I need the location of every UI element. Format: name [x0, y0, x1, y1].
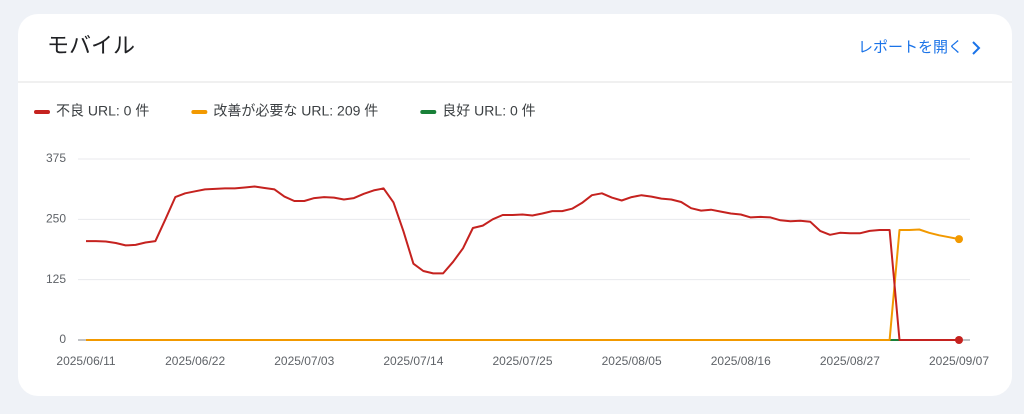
card-title: モバイル: [47, 33, 135, 58]
x-tick-label: 2025/06/11: [56, 354, 115, 368]
series-line: [86, 185, 959, 341]
legend-label: 良好 URL: 0 件: [442, 103, 535, 119]
end-point: [955, 336, 963, 344]
x-tick-label: 2025/08/05: [602, 354, 662, 368]
x-tick-label: 2025/07/25: [492, 354, 552, 368]
x-tick-label: 2025/07/14: [383, 354, 443, 368]
x-tick-label: 2025/09/07: [929, 354, 989, 368]
legend-label: 不良 URL: 0 件: [56, 103, 149, 119]
chevron-icon[interactable]: [972, 41, 981, 55]
y-tick-label: 0: [59, 332, 66, 346]
x-tick-label: 2025/08/27: [820, 354, 880, 368]
legend-label: 改善が必要な URL: 209 件: [213, 103, 378, 119]
link-text[interactable]: レポートを開く: [858, 39, 963, 56]
x-tick-label: 2025/06/22: [165, 354, 225, 368]
y-tick-label: 250: [46, 212, 66, 226]
y-tick-label: 375: [46, 151, 66, 165]
end-point: [955, 235, 963, 244]
card: [18, 14, 1012, 396]
x-tick-label: 2025/08/16: [711, 354, 771, 368]
y-tick-label: 125: [46, 272, 66, 286]
series-line: [86, 228, 960, 341]
x-tick-label: 2025/07/03: [274, 354, 334, 368]
open-report-link[interactable]: レポートを開く: [858, 39, 981, 56]
